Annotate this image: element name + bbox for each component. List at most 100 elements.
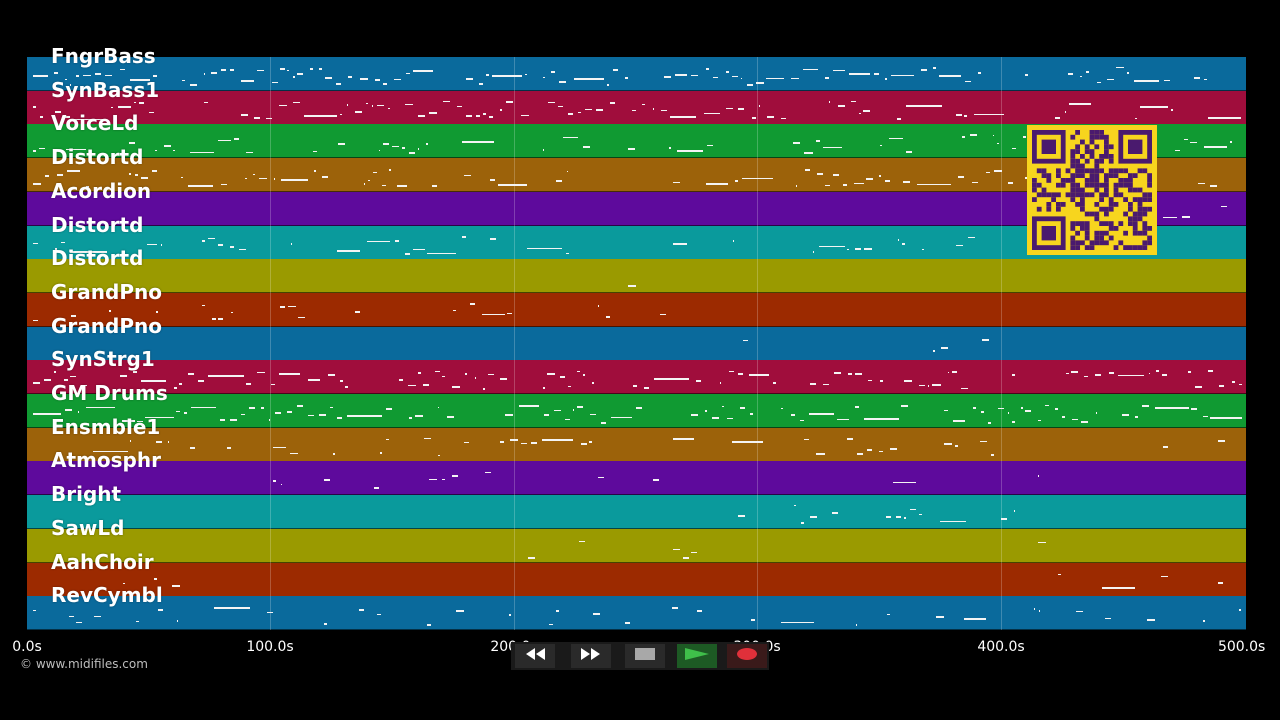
midi-note [898,238,900,241]
midi-note [385,407,392,410]
midi-note [217,317,224,320]
midi-note [824,76,830,79]
midi-note [977,72,981,75]
midi-note [1217,439,1225,442]
midi-note [197,380,204,383]
midi-note [405,72,411,74]
midi-note [424,438,431,440]
midi-note [219,419,225,422]
midi-note [156,310,159,313]
midi-note [837,104,846,107]
midi-note [750,618,756,621]
midi-note [94,73,102,76]
midi-note [497,184,528,187]
record-button[interactable] [727,644,767,668]
midi-note [179,383,183,386]
midi-note [1054,407,1058,410]
midi-note [962,135,965,138]
midi-note [309,68,314,71]
midi-note [367,179,370,181]
midi-note [832,69,846,71]
midi-note [706,67,709,70]
rewind-button[interactable] [515,644,555,668]
midi-note [68,616,74,618]
track-label: Bright [51,482,122,507]
midi-note [1175,150,1180,152]
midi-note [746,84,753,87]
midi-note [690,414,698,417]
midi-note [239,249,246,251]
midi-note [500,377,508,380]
midi-note [298,317,306,319]
midi-note [1107,78,1115,80]
midi-note [547,372,556,375]
midi-note [969,134,977,137]
midi-note [920,68,927,71]
midi-note [1229,140,1232,143]
midi-note [960,387,969,389]
midi-note [55,110,61,113]
midi-note [426,624,431,627]
midi-note [137,421,144,423]
midi-note [132,371,138,374]
midi-note [1163,446,1168,449]
midi-note [1072,418,1078,420]
midi-note [712,416,719,419]
midi-note [1231,381,1236,384]
track-band [27,596,1246,630]
midi-note [71,315,76,318]
midi-note [577,405,583,408]
midi-note [893,481,916,483]
midi-note [624,77,628,80]
midi-note [1062,416,1066,419]
midi-note [413,70,434,73]
midi-note [33,182,41,185]
midi-note [66,170,80,173]
midi-note [172,585,180,588]
midi-note [461,235,466,238]
time-tick: 400.0s [977,639,1025,655]
midi-note [613,69,619,72]
midi-note [742,178,774,180]
midi-note [340,379,343,382]
midi-note [1238,608,1242,611]
midi-note [39,115,43,118]
midi-note [489,115,494,118]
midi-note [1024,410,1031,413]
midi-note [1160,575,1168,577]
midi-note [873,73,880,76]
midi-note [524,74,528,76]
midi-note [854,247,861,250]
midi-note [76,622,82,624]
midi-note [140,177,149,180]
midi-note [1155,406,1189,409]
midi-note [1207,117,1242,120]
midi-note [1209,185,1217,188]
midi-note [974,114,1005,116]
midi-note [732,75,738,77]
fast-forward-button[interactable] [571,644,611,668]
midi-note [53,370,57,373]
midi-note [628,285,636,288]
stop-button[interactable] [625,644,665,668]
midi-note [65,409,72,412]
play-button[interactable] [677,644,717,668]
midi-note [55,247,57,250]
midi-note [1203,415,1208,417]
midi-note [653,377,689,380]
track-band [27,259,1246,294]
track-band [27,394,1246,428]
midi-note [555,609,560,612]
midi-note [446,416,455,419]
midi-note [595,109,604,112]
midi-note [395,239,399,242]
midi-note [554,410,562,412]
midi-note [278,372,301,375]
track-band [27,427,1246,462]
midi-note [429,112,437,115]
midi-note [994,169,1002,172]
midi-note [375,78,381,81]
midi-note [257,70,265,72]
midi-note [39,147,45,149]
midi-note [1020,406,1023,409]
